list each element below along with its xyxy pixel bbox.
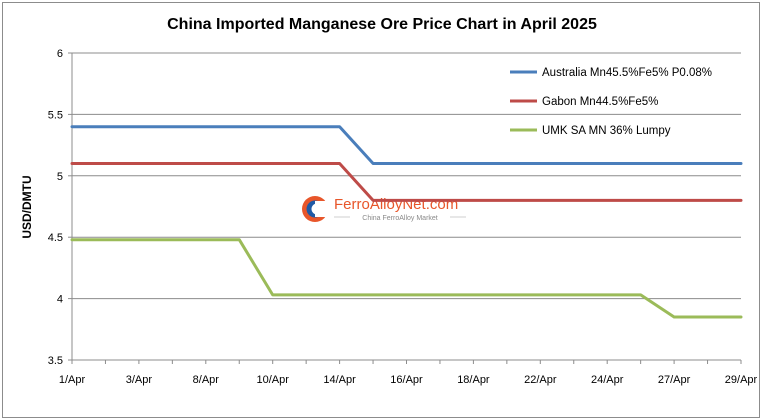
chart-title: China Imported Manganese Ore Price Chart… [167,16,597,33]
y-tick-label: 3.5 [48,355,63,367]
legend-label: Gabon Mn44.5%Fe5% [542,96,658,108]
y-tick-label: 6 [57,48,63,60]
series-line-1 [70,125,743,165]
x-tick-label: 10/Apr [256,374,289,386]
series-lines [70,125,743,319]
y-tick-label: 4.5 [48,232,63,244]
watermark-subtitle: China FerroAlloy Market [362,215,438,222]
y-tick-label: 5 [57,171,63,183]
ferroalloynet-logo-icon [302,196,329,222]
x-tick-label: 27/Apr [658,374,691,386]
legend-label: UMK SA MN 36% Lumpy [542,125,671,137]
y-tick-label: 5.5 [48,109,63,121]
series-line-2 [70,162,743,202]
series-line-3 [70,238,743,319]
x-tick-label: 8/Apr [193,374,220,386]
y-tick-label: 4 [57,294,63,306]
x-tick-labels: 1/Apr 3/Apr 8/Apr 10/Apr 14/Apr 16/Apr 18/Apr 2… [59,374,758,386]
axes [68,52,742,364]
x-tick-label: 3/Apr [126,374,153,386]
y-axis-label: USD/DMTU [20,175,34,238]
x-tick-label: 1/Apr [59,374,86,386]
watermark-brand: FerroAlloyNet.com [334,196,458,213]
x-tick-label: 18/Apr [457,374,490,386]
x-tick-label: 16/Apr [390,374,423,386]
legend-label: Australia Mn45.5%Fe5% P0.08% [542,67,712,79]
legend: Australia Mn45.5%Fe5% P0.08% Gabon Mn44.5… [510,67,712,137]
x-tick-label: 24/Apr [591,374,624,386]
x-tick-label: 14/Apr [323,374,356,386]
x-tick-label: 22/Apr [524,374,557,386]
y-tick-labels: 3.5 4 4.5 5 5.5 6 [48,48,63,367]
x-tick-label: 29/Apr [725,374,758,386]
